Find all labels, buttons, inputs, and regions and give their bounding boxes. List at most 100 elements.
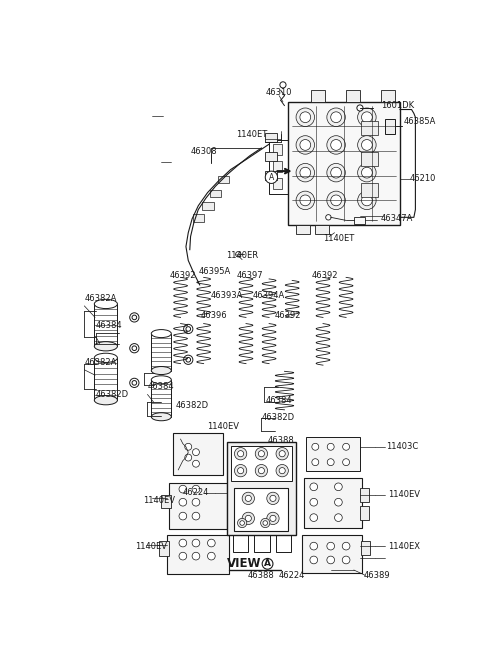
Bar bbox=[361, 152, 378, 166]
Text: 46224: 46224 bbox=[183, 489, 209, 497]
Text: 46310: 46310 bbox=[266, 88, 292, 97]
Text: 1140ER: 1140ER bbox=[226, 251, 258, 260]
Text: 46382A: 46382A bbox=[84, 358, 117, 367]
Bar bbox=[234, 488, 288, 531]
Circle shape bbox=[300, 167, 311, 178]
Circle shape bbox=[358, 163, 376, 182]
Text: 46394A: 46394A bbox=[253, 291, 285, 300]
Circle shape bbox=[263, 521, 267, 525]
Circle shape bbox=[327, 191, 345, 210]
Circle shape bbox=[326, 215, 331, 220]
Circle shape bbox=[327, 459, 334, 466]
Text: 46224: 46224 bbox=[279, 571, 305, 580]
Bar bbox=[94, 358, 118, 400]
Text: A: A bbox=[269, 173, 274, 182]
Ellipse shape bbox=[151, 367, 171, 375]
Bar bbox=[361, 182, 378, 197]
Bar bbox=[173, 433, 223, 475]
Bar bbox=[151, 334, 171, 371]
Text: 46385A: 46385A bbox=[404, 117, 436, 125]
Circle shape bbox=[132, 315, 137, 319]
Circle shape bbox=[296, 163, 314, 182]
Circle shape bbox=[132, 346, 137, 350]
Circle shape bbox=[358, 136, 376, 154]
Circle shape bbox=[255, 464, 267, 477]
Circle shape bbox=[179, 485, 187, 493]
Circle shape bbox=[312, 443, 319, 450]
Circle shape bbox=[130, 344, 139, 353]
Text: 46392: 46392 bbox=[275, 312, 301, 320]
Circle shape bbox=[179, 552, 187, 560]
Circle shape bbox=[296, 191, 314, 210]
Circle shape bbox=[192, 461, 199, 467]
Text: 46308: 46308 bbox=[191, 148, 217, 156]
Circle shape bbox=[236, 252, 241, 257]
Bar bbox=[202, 202, 214, 210]
Bar bbox=[306, 437, 360, 472]
Bar bbox=[233, 535, 248, 552]
Circle shape bbox=[335, 499, 342, 506]
Text: 46393A: 46393A bbox=[211, 291, 243, 300]
Text: 1140EV: 1140EV bbox=[388, 490, 420, 499]
Text: 11403C: 11403C bbox=[386, 442, 419, 451]
Circle shape bbox=[343, 443, 349, 450]
Circle shape bbox=[361, 140, 372, 150]
Bar bbox=[265, 171, 277, 180]
Circle shape bbox=[300, 140, 311, 150]
Circle shape bbox=[238, 451, 244, 457]
Circle shape bbox=[327, 136, 345, 154]
Text: 46388: 46388 bbox=[248, 571, 275, 580]
Bar bbox=[315, 225, 329, 234]
Bar bbox=[384, 119, 396, 134]
Bar bbox=[296, 225, 310, 234]
Text: 1140EV: 1140EV bbox=[207, 422, 239, 431]
Ellipse shape bbox=[151, 329, 171, 338]
Text: 46382D: 46382D bbox=[96, 390, 129, 399]
Circle shape bbox=[255, 447, 267, 460]
Circle shape bbox=[238, 518, 247, 527]
Circle shape bbox=[234, 447, 247, 460]
Text: 46210: 46210 bbox=[410, 174, 436, 183]
Circle shape bbox=[261, 518, 270, 527]
Text: 46389: 46389 bbox=[363, 571, 390, 580]
Circle shape bbox=[342, 543, 350, 550]
Bar bbox=[276, 535, 291, 552]
Circle shape bbox=[234, 464, 247, 477]
Text: 46347A: 46347A bbox=[381, 215, 413, 223]
Text: 1140EX: 1140EX bbox=[388, 542, 420, 550]
Text: 46384: 46384 bbox=[96, 321, 122, 329]
Circle shape bbox=[331, 112, 341, 123]
Circle shape bbox=[279, 451, 285, 457]
Text: 1140EV: 1140EV bbox=[135, 543, 168, 552]
Ellipse shape bbox=[94, 396, 118, 405]
Circle shape bbox=[342, 556, 350, 564]
Text: 46392: 46392 bbox=[169, 270, 196, 279]
Text: 46384: 46384 bbox=[147, 382, 174, 391]
Bar bbox=[273, 161, 282, 172]
Circle shape bbox=[185, 443, 192, 450]
Circle shape bbox=[245, 516, 252, 522]
Circle shape bbox=[186, 358, 191, 362]
Bar bbox=[265, 152, 277, 161]
Bar bbox=[312, 91, 325, 102]
Text: 46392: 46392 bbox=[312, 270, 338, 279]
Circle shape bbox=[270, 495, 276, 501]
Text: 46396: 46396 bbox=[200, 312, 227, 320]
Bar bbox=[269, 140, 288, 194]
Circle shape bbox=[331, 195, 341, 206]
Circle shape bbox=[267, 512, 279, 525]
Bar bbox=[161, 495, 170, 508]
Circle shape bbox=[279, 468, 285, 474]
Circle shape bbox=[238, 468, 244, 474]
Circle shape bbox=[240, 521, 244, 525]
Text: 46395A: 46395A bbox=[199, 267, 231, 276]
Bar bbox=[169, 483, 227, 529]
Bar bbox=[360, 506, 369, 520]
Circle shape bbox=[185, 454, 192, 461]
Circle shape bbox=[242, 492, 254, 504]
Ellipse shape bbox=[94, 299, 118, 308]
Circle shape bbox=[262, 558, 273, 569]
Circle shape bbox=[130, 313, 139, 322]
Circle shape bbox=[276, 464, 288, 477]
Circle shape bbox=[300, 112, 311, 123]
